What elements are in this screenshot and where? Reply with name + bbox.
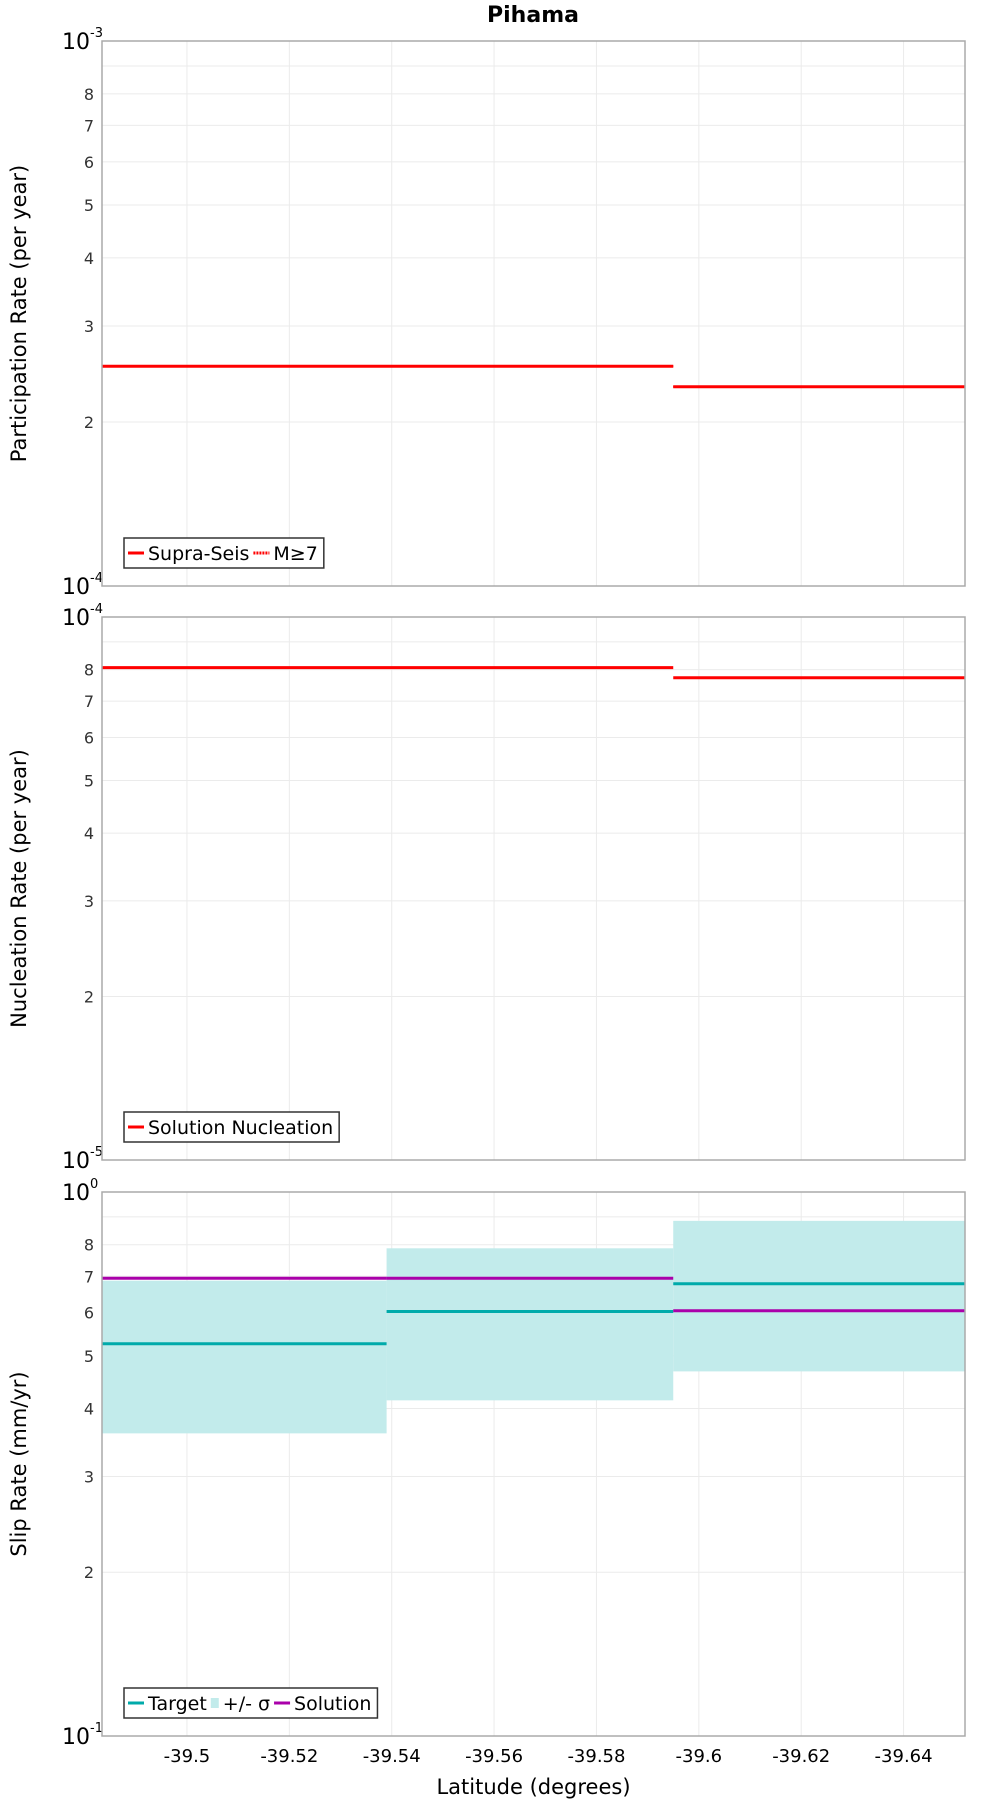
- plot-area: [102, 617, 965, 1160]
- y-tick-label: 2: [84, 413, 94, 432]
- y-tick-label: 5: [84, 196, 94, 215]
- y-tick-label: 3: [84, 1467, 94, 1486]
- y-decade-exponent: -4: [90, 602, 103, 617]
- y-decade-exponent: -3: [90, 26, 103, 41]
- y-tick-label: 8: [84, 1236, 94, 1255]
- x-tick-label: -39.5: [164, 1746, 211, 1767]
- y-decade-label: 10: [62, 1181, 90, 1206]
- legend-box: [123, 1111, 340, 1143]
- y-tick-label: 7: [84, 692, 94, 711]
- legend: Supra-Seis M≥7: [123, 537, 325, 569]
- chart-title: Pihama: [487, 3, 579, 28]
- y-decade-exponent: 0: [90, 1177, 98, 1192]
- y-tick-label: 8: [84, 661, 94, 680]
- y-tick-label: 8: [84, 85, 94, 104]
- y-tick-label: 3: [84, 892, 94, 911]
- legend-label: Target: [147, 1693, 207, 1715]
- y-tick-label: 6: [84, 1304, 94, 1323]
- sigma-band: [673, 1220, 965, 1372]
- x-tick-label: -39.58: [567, 1746, 625, 1767]
- y-decade-label: 10: [62, 30, 90, 55]
- y-tick-label: 4: [84, 824, 94, 843]
- plot-border: [101, 616, 966, 1161]
- y-tick-label: 5: [84, 771, 94, 790]
- legend-box: [123, 537, 325, 569]
- y-decade-exponent: -5: [90, 1145, 103, 1160]
- y-tick-label: 7: [84, 1267, 94, 1286]
- y-tick-label: 5: [84, 1347, 94, 1366]
- y-tick-label: 4: [84, 1399, 94, 1418]
- legend-swatch: [210, 1698, 219, 1708]
- y-decade-label: 10: [62, 575, 90, 600]
- legend: Target +/- σ Solution: [123, 1687, 379, 1719]
- y-decade-exponent: -4: [90, 571, 103, 586]
- plot-area: [102, 41, 965, 586]
- y-tick-label: 3: [84, 317, 94, 336]
- legend-label: Solution: [294, 1693, 371, 1715]
- legend-label: +/- σ: [223, 1693, 270, 1715]
- y-tick-label: 6: [84, 728, 94, 747]
- x-tick-label: -39.62: [772, 1746, 830, 1767]
- x-tick-label: -39.52: [260, 1746, 318, 1767]
- y-axis-label: Slip Rate (mm/yr): [7, 1371, 31, 1556]
- legend-label: Supra-Seis: [148, 543, 249, 565]
- x-tick-label: -39.56: [465, 1746, 523, 1767]
- y-tick-label: 4: [84, 249, 94, 268]
- y-decade-label: 10: [62, 606, 90, 631]
- plot-border: [101, 1191, 966, 1737]
- x-tick-label: -39.54: [363, 1746, 421, 1767]
- y-tick-label: 6: [84, 153, 94, 172]
- y-decade-label: 10: [62, 1149, 90, 1174]
- plot-border: [101, 40, 966, 587]
- x-axis-label: Latitude (degrees): [436, 1775, 630, 1799]
- y-tick-label: 2: [84, 1563, 94, 1582]
- sigma-band: [102, 1280, 387, 1434]
- sigma-band: [386, 1248, 674, 1401]
- y-tick-label: 2: [84, 988, 94, 1007]
- y-decade-exponent: -1: [90, 1721, 103, 1736]
- y-axis-label: Participation Rate (per year): [7, 165, 31, 462]
- x-tick-label: -39.6: [676, 1746, 723, 1767]
- x-tick-label: -39.64: [875, 1746, 933, 1767]
- legend-box: [123, 1687, 379, 1719]
- legend-label: Solution Nucleation: [148, 1117, 333, 1139]
- legend-label: M≥7: [273, 543, 317, 565]
- y-tick-label: 7: [84, 116, 94, 135]
- y-axis-label: Nucleation Rate (per year): [7, 749, 31, 1028]
- legend: Solution Nucleation: [123, 1111, 340, 1143]
- y-decade-label: 10: [62, 1725, 90, 1750]
